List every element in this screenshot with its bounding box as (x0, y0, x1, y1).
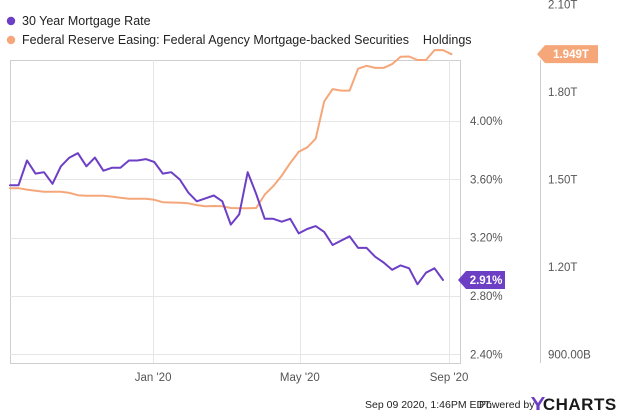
flag-label-fed-mbs-holdings: 1.949T (553, 49, 589, 61)
ycharts-logo-icon (531, 397, 545, 410)
footer-timestamp: Sep 09 2020, 1:46PM EDT. (365, 399, 492, 411)
last-value-flag-fed-mbs-holdings: 1.949T (537, 45, 598, 64)
x-axis-tick-label: May '20 (280, 372, 320, 384)
x-axis-tick-label: Jan '20 (135, 372, 172, 384)
last-value-flags: 2.91% 1.949T (458, 45, 598, 289)
right-axis-tick-label: 1.50T (548, 174, 577, 186)
right-axis-tick-label: 1.20T (548, 262, 577, 274)
ycharts-brand: YCHARTS (531, 395, 617, 414)
legend-marker-fed-mbs-holdings (6, 35, 16, 45)
series-line-fed-mbs-holdings (9, 49, 453, 210)
right-axis-tick-label: 900.00B (548, 349, 591, 361)
last-value-flag-mortgage-rate: 2.91% (458, 270, 505, 289)
footer-powered-by: Powered by (479, 399, 535, 411)
flag-shape-mortgage-rate (458, 270, 505, 289)
gridlines (10, 60, 460, 363)
left-axis-tick-label: 3.20% (470, 233, 503, 245)
legend-label-mortgage-rate: 30 Year Mortgage Rate (22, 14, 151, 28)
left-axis: 4.00% 3.60% 3.20% 2.80% 2.40% (470, 116, 503, 361)
left-axis-tick-label: 2.80% (470, 291, 503, 303)
x-axis-tick-label: Sep '20 (430, 372, 469, 384)
flag-shape-fed-mbs-holdings (537, 45, 598, 64)
x-axis: Jan '20 May '20 Sep '20 (135, 372, 469, 384)
series-line-mortgage-rate (9, 152, 444, 286)
legend-label-fed-mbs-holdings: Federal Reserve Easing: Federal Agency M… (22, 33, 472, 47)
flag-label-mortgage-rate: 2.91% (470, 275, 503, 287)
footer: Sep 09 2020, 1:46PM EDT. Powered by YCHA… (365, 395, 617, 414)
legend-marker-mortgage-rate (6, 16, 16, 26)
right-axis-tick-label: 2.10T (548, 0, 577, 12)
left-axis-tick-label: 2.40% (470, 349, 503, 361)
left-axis-tick-label: 4.00% (470, 116, 503, 128)
right-axis: 2.10T 1.80T 1.50T 1.20T 900.00B (540, 0, 591, 363)
legend: 30 Year Mortgage Rate Federal Reserve Ea… (6, 14, 472, 47)
left-axis-tick-label: 3.60% (470, 174, 503, 186)
right-axis-tick-label: 1.80T (548, 87, 577, 99)
plot-frame (10, 60, 461, 364)
series-layer (9, 49, 453, 286)
